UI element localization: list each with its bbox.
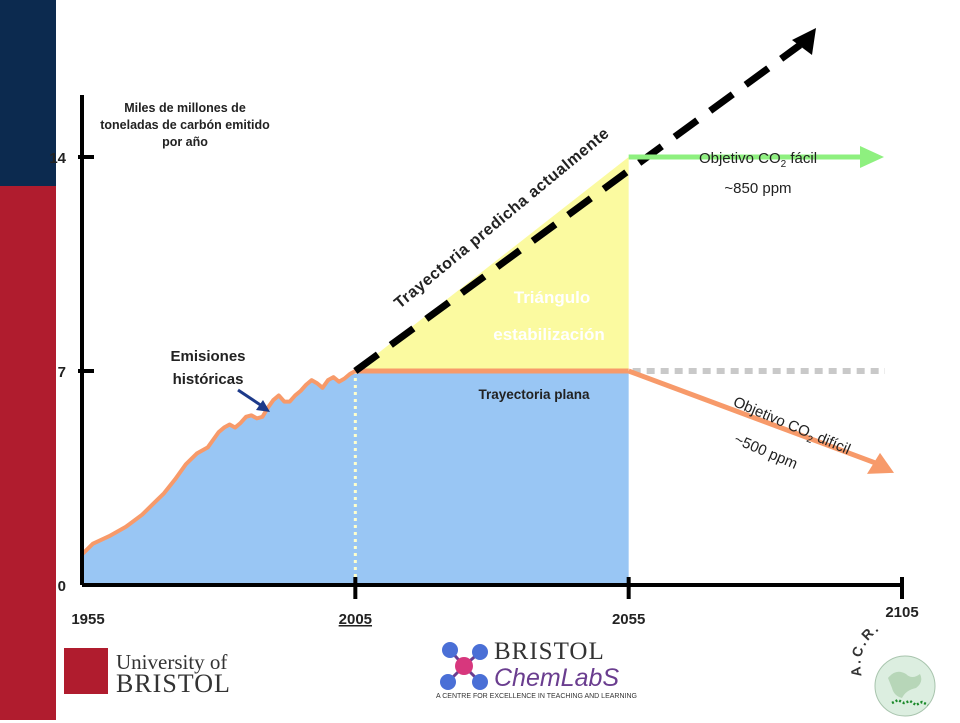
chemlabs-logo-line1: BRISTOL xyxy=(494,638,605,665)
uob-logo-line2: BRISTOL xyxy=(116,669,231,698)
easy-target-arrowhead xyxy=(860,146,884,168)
easy-target-ppm: ~850 ppm xyxy=(724,180,791,197)
easy-target-label: Objetivo CO2 fácil xyxy=(699,150,817,170)
x-tick-label: 2005 xyxy=(339,611,372,628)
y-axis-title: Miles de millones de toneladas de carbón… xyxy=(100,101,270,149)
y-tick-label: 14 xyxy=(49,150,66,167)
bristol-chemlabs-logo: BRISTOL ChemLabS A CENTRE FOR EXCELLENCE… xyxy=(436,636,637,706)
x-tick-label: 2055 xyxy=(612,611,645,628)
chemlabs-tagline: A CENTRE FOR EXCELLENCE IN TEACHING AND … xyxy=(436,693,637,700)
historical-emissions-line xyxy=(80,369,357,556)
uob-crest-icon xyxy=(64,648,108,694)
uob-logo-line1: University of xyxy=(116,650,228,674)
university-of-bristol-logo: University of BRISTOL xyxy=(62,642,237,700)
y-tick-label: 0 xyxy=(58,578,66,595)
y-tick-label: 7 xyxy=(58,364,66,381)
acrg-logo: A.C.R.G. xyxy=(847,611,950,718)
predicted-arrowhead xyxy=(792,28,816,55)
historical-pointer-arrowhead xyxy=(256,400,270,412)
triangle-label-line1: Triángulo xyxy=(514,288,591,307)
historical-pointer-line xyxy=(237,388,263,408)
globe-icon: A.C.R.G. xyxy=(847,611,936,717)
hard-target-arrowhead xyxy=(867,452,894,474)
historical-label-line2: históricas xyxy=(173,371,244,388)
hard-target-arrow-line xyxy=(627,368,876,466)
historical-label-line1: Emisiones xyxy=(170,348,245,365)
stabilization-triangle xyxy=(355,157,629,371)
left-band-navy xyxy=(0,0,56,186)
x-tick-label: 2105 xyxy=(885,604,918,621)
molecule-icon xyxy=(440,642,488,690)
triangle-label-line2: estabilización xyxy=(493,325,604,344)
x-tick-label: 1955 xyxy=(71,611,104,628)
chemlabs-logo-line2: ChemLabS xyxy=(494,664,620,692)
left-band-red xyxy=(0,186,56,720)
predicted-trajectory-dashed-line xyxy=(353,42,803,374)
flat-trajectory-label: Trayectoria plana xyxy=(478,387,590,402)
hard-target-ppm: ~500 ppm xyxy=(732,431,800,473)
